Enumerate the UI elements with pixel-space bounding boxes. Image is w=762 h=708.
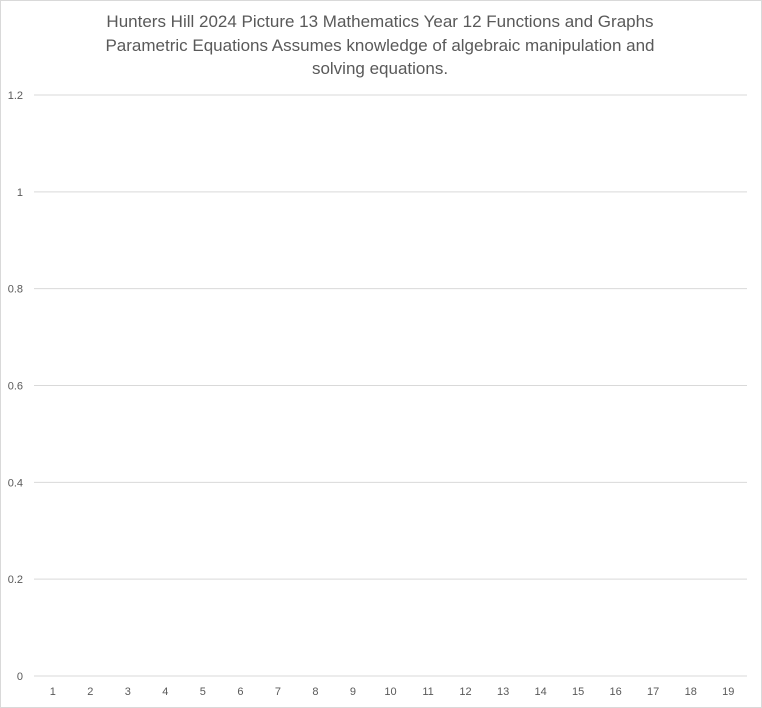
- x-tick-label-4: 5: [200, 686, 206, 698]
- chart-title-line-1: Hunters Hill 2024 Picture 13 Mathematics…: [106, 12, 654, 31]
- x-tick-label-0: 1: [50, 686, 56, 698]
- x-tick-label-16: 17: [647, 686, 659, 698]
- x-tick-label-15: 16: [610, 686, 622, 698]
- chart-title-line-2: Parametric Equations Assumes knowledge o…: [105, 36, 655, 55]
- x-tick-label-14: 15: [572, 686, 584, 698]
- x-tick-label-18: 19: [722, 686, 734, 698]
- y-tick-label-3: 0.6: [8, 381, 23, 393]
- x-tick-label-8: 9: [350, 686, 356, 698]
- x-tick-label-7: 8: [312, 686, 318, 698]
- x-tick-label-17: 18: [685, 686, 697, 698]
- x-tick-label-5: 6: [237, 686, 243, 698]
- y-tick-label-4: 0.8: [8, 284, 23, 296]
- x-tick-label-10: 11: [422, 686, 433, 698]
- x-tick-label-1: 2: [87, 686, 93, 698]
- chart-title-line-3: solving equations.: [311, 59, 449, 78]
- x-tick-label-9: 10: [384, 686, 396, 698]
- y-tick-label-1: 0.2: [8, 574, 23, 586]
- y-tick-label-0: 0: [17, 671, 23, 683]
- y-tick-label-2: 0.4: [8, 477, 23, 489]
- x-tick-label-11: 12: [459, 686, 471, 698]
- x-tick-label-6: 7: [275, 686, 281, 698]
- x-tick-label-13: 14: [534, 686, 546, 698]
- y-tick-label-6: 1.2: [8, 90, 23, 102]
- y-tick-label-5: 1: [17, 187, 23, 199]
- x-tick-label-12: 13: [497, 686, 509, 698]
- x-tick-label-2: 3: [125, 686, 131, 698]
- x-tick-label-3: 4: [162, 686, 168, 698]
